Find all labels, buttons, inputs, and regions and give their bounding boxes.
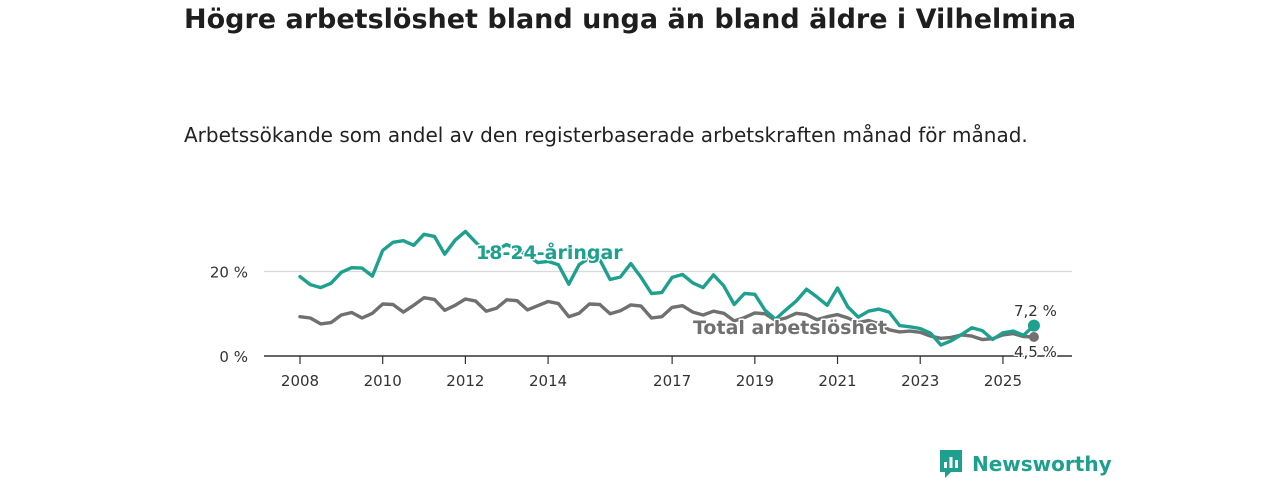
end-marker-total bbox=[1028, 331, 1039, 342]
series-label-total: Total arbetslöshet bbox=[693, 317, 887, 339]
end-value-total: 4,5 % bbox=[1014, 343, 1057, 361]
newsworthy-logo-icon bbox=[940, 450, 962, 478]
chart-subtitle: Arbetssökande som andel av den registerb… bbox=[184, 123, 1028, 147]
y-tick-label: 0 % bbox=[219, 348, 248, 366]
x-tick-label: 2012 bbox=[446, 372, 484, 390]
brand-logo: Newsworthy bbox=[938, 448, 1112, 480]
chart-title: Högre arbetslöshet bland unga än bland ä… bbox=[184, 4, 1077, 35]
x-tick-label: 2010 bbox=[364, 372, 402, 390]
x-tick-label: 2025 bbox=[984, 372, 1022, 390]
brand-name: Newsworthy bbox=[972, 452, 1112, 476]
x-tick-label: 2008 bbox=[281, 372, 319, 390]
series-label-youth: 18-24-åringar bbox=[476, 240, 623, 264]
axes: 0 % 20 % 2008 2010 2012 2014 2017 2019 2021 2023 2… bbox=[210, 264, 1072, 390]
series-line-total bbox=[298, 296, 1036, 342]
series-lines bbox=[298, 229, 1040, 347]
end-value-youth: 7,2 % bbox=[1014, 302, 1057, 320]
x-tick-label: 2014 bbox=[529, 372, 567, 390]
y-tick-label: 20 % bbox=[210, 264, 248, 282]
series-line-youth bbox=[298, 229, 1036, 347]
x-tick-label: 2019 bbox=[736, 372, 774, 390]
labels: 18-24-åringar Total arbetslöshet 7,2 % 4,5 … bbox=[475, 239, 1059, 363]
x-tick-label: 2021 bbox=[818, 372, 856, 390]
end-marker-youth bbox=[1027, 319, 1040, 332]
x-tick-label: 2023 bbox=[901, 372, 939, 390]
x-tick-label: 2017 bbox=[653, 372, 691, 390]
